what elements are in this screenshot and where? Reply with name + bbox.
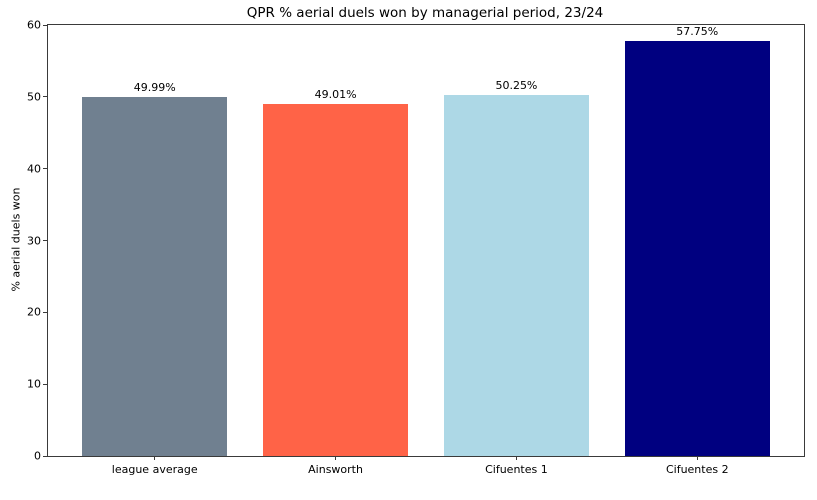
bar-value-label: 57.75% bbox=[676, 25, 719, 39]
bar-value-label: 49.01% bbox=[314, 87, 357, 101]
x-tick-mark bbox=[154, 456, 156, 460]
bar-value-label: 50.25% bbox=[495, 79, 538, 93]
y-tick-mark bbox=[43, 311, 47, 313]
x-tick-label: Cifuentes 1 bbox=[485, 463, 548, 476]
y-axis-label: % aerial duels won bbox=[9, 187, 23, 292]
y-tick-mark bbox=[43, 383, 47, 385]
y-tick-mark bbox=[43, 168, 47, 170]
x-tick-mark bbox=[696, 456, 698, 460]
bar-cifuentes-2 bbox=[624, 41, 770, 456]
y-tick-label: 30 bbox=[27, 234, 41, 247]
y-tick-label: 40 bbox=[27, 162, 41, 176]
y-tick-label: 20 bbox=[27, 305, 41, 319]
bar-cifuentes-1 bbox=[444, 95, 589, 456]
y-tick-label: 50 bbox=[27, 90, 41, 104]
y-tick-mark bbox=[43, 240, 47, 241]
x-tick-label: Ainsworth bbox=[308, 463, 363, 476]
x-tick-label: league average bbox=[111, 463, 198, 476]
y-tick-mark bbox=[43, 96, 47, 98]
x-tick-mark bbox=[335, 456, 337, 460]
y-tick-mark bbox=[43, 24, 47, 26]
plot-area: 0 10 20 30 40 50 60 49.99% 49.01% 50.25% 57.75% l… bbox=[27, 19, 805, 476]
chart-title: QPR % aerial duels won by managerial per… bbox=[246, 5, 604, 21]
bar-league-average bbox=[82, 96, 228, 456]
y-tick-label: 60 bbox=[27, 18, 41, 32]
bar-ainsworth bbox=[263, 103, 408, 456]
x-tick-label: Cifuentes 2 bbox=[665, 463, 729, 476]
y-tick-label: 10 bbox=[27, 377, 41, 391]
x-tick-mark bbox=[515, 456, 517, 460]
bar-value-label: 49.99% bbox=[133, 80, 176, 94]
y-tick-label: 0 bbox=[34, 449, 41, 463]
y-tick-mark bbox=[43, 455, 47, 457]
